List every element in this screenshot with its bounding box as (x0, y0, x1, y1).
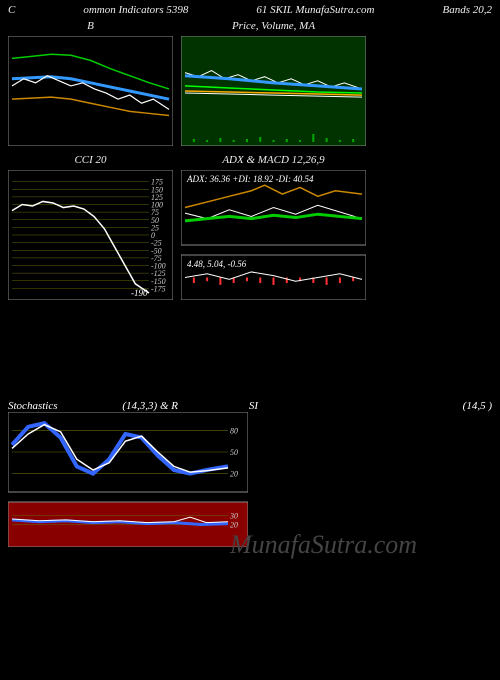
stoch-title-left: Stochastics (8, 400, 68, 412)
row-3: 8050203020 (0, 412, 500, 547)
header-mid-right: 61 SKIL MunafaSutra.com (256, 4, 374, 16)
svg-text:30: 30 (229, 511, 238, 520)
adx-macd-title: ADX & MACD 12,26,9 (181, 154, 366, 168)
svg-text:4.48, 5.04, -0.56: 4.48, 5.04, -0.56 (187, 259, 247, 269)
svg-text:-175: -175 (151, 284, 166, 293)
adx-macd-panel: ADX & MACD 12,26,9 ADX: 36.36 +DI: 18.92… (181, 154, 366, 300)
stoch-header: Stochastics (14,3,3) & R SI (14,5 ) (0, 400, 500, 412)
price-ma-panel: Price, Volume, MA (181, 20, 366, 146)
bollinger-panel: B (8, 20, 173, 146)
svg-text:-190: -190 (131, 288, 148, 298)
stoch-title-mid: (14,3,3) & R (68, 400, 178, 412)
stoch-title-si: SI (178, 400, 258, 412)
cci-panel: CCI 20 1751501251007550250-25-50-75-100-… (8, 154, 173, 300)
gap (0, 300, 500, 400)
svg-text:20: 20 (230, 521, 238, 530)
header-left: C (8, 4, 15, 16)
stoch-title-right: (14,5 ) (258, 400, 492, 412)
header-right: Bands 20,2 (442, 4, 492, 16)
cci-chart: 1751501251007550250-25-50-75-100-125-150… (8, 170, 173, 300)
row-2: CCI 20 1751501251007550250-25-50-75-100-… (0, 154, 500, 300)
page-header: C ommon Indicators 5398 61 SKIL MunafaSu… (0, 0, 500, 20)
svg-text:50: 50 (230, 448, 238, 457)
svg-text:80: 80 (230, 426, 238, 435)
price-ma-title: Price, Volume, MA (181, 20, 366, 34)
header-mid-left: ommon Indicators 5398 (83, 4, 188, 16)
svg-text:ADX: 36.36 +DI: 18.92 -DI:: ADX: 36.36 +DI: 18.92 -DI: 40.54 (186, 174, 314, 184)
stoch-chart: 8050203020 (8, 412, 248, 547)
adx-macd-chart: ADX: 36.36 +DI: 18.92 -DI: 40.544.48, 5.… (181, 170, 366, 300)
svg-text:20: 20 (230, 470, 238, 479)
bollinger-chart (8, 36, 173, 146)
bollinger-title: B (8, 20, 173, 34)
row-1: B Price, Volume, MA (0, 20, 500, 146)
cci-title: CCI 20 (8, 154, 173, 168)
price-ma-chart (181, 36, 366, 146)
